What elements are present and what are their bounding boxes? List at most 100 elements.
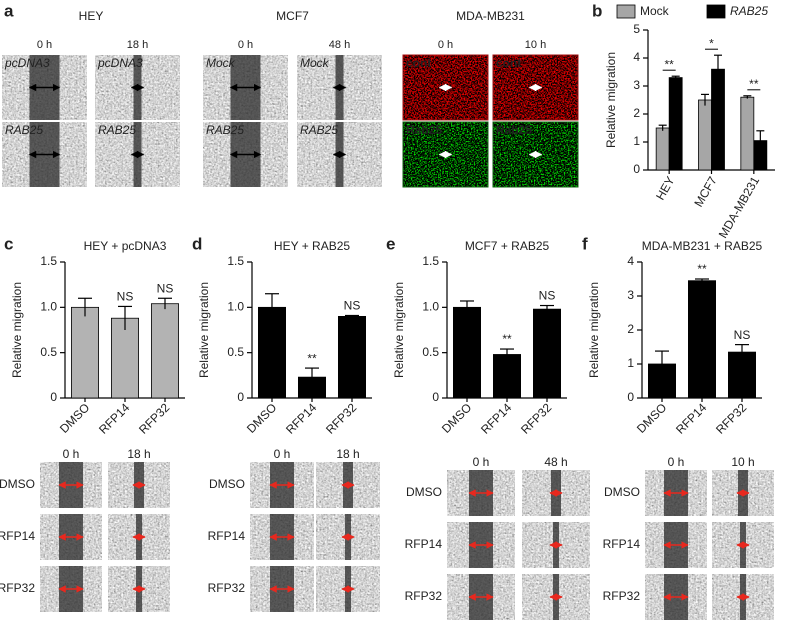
- y-tick-label: 0.5: [227, 345, 244, 359]
- y-tick-label: 1: [633, 134, 640, 148]
- image-label: Mock: [300, 56, 330, 70]
- time-label: 0 h: [438, 39, 453, 51]
- y-tick-label: 1: [627, 356, 634, 370]
- image-label: RAB25: [300, 123, 338, 137]
- group-title: HEY: [79, 9, 104, 23]
- y-axis-label: Relative migration: [392, 282, 406, 378]
- time-label: 0 h: [473, 455, 490, 469]
- significance-label: NS: [539, 289, 556, 303]
- time-label: 48 h: [329, 39, 350, 51]
- chart-title: HEY + pcDNA3: [84, 239, 167, 253]
- legend-swatch: [616, 4, 636, 19]
- y-tick-label: 1.5: [40, 254, 57, 268]
- y-tick-label: 1.0: [422, 300, 439, 314]
- significance-label: **: [749, 77, 759, 91]
- x-tick-label: MCF7: [691, 174, 720, 210]
- row-label: RFP32: [208, 581, 246, 595]
- image-label: RAB25: [5, 123, 43, 137]
- x-tick-label: RFP14: [283, 400, 320, 437]
- panel-label: c: [4, 234, 13, 253]
- y-tick-label: 0: [633, 162, 640, 176]
- legend-label: Mock: [640, 4, 670, 18]
- panel-label: a: [4, 1, 14, 20]
- y-tick-label: 0: [50, 390, 57, 404]
- micrograph-border: [492, 121, 579, 188]
- y-tick-label: 3: [633, 78, 640, 92]
- significance-label: NS: [344, 299, 361, 313]
- bar: [71, 306, 100, 399]
- chart-title: MDA-MB231 + RAB25: [642, 239, 763, 253]
- time-label: 18 h: [127, 39, 148, 51]
- panel-label: d: [192, 234, 202, 253]
- y-axis-label: Relative migration: [604, 52, 618, 148]
- significance-label: **: [502, 332, 512, 346]
- x-tick-label: RFP14: [96, 400, 133, 437]
- image-label: Rab25: [496, 123, 532, 137]
- x-tick-label: DMSO: [244, 400, 279, 435]
- significance-label: NS: [117, 290, 134, 304]
- bar: [150, 303, 179, 399]
- bar: [698, 99, 712, 171]
- row-label: RFP32: [0, 581, 35, 595]
- chart-title: MCF7 + RAB25: [465, 239, 550, 253]
- x-tick-label: HEY: [653, 174, 677, 202]
- panel-label: b: [592, 1, 602, 20]
- x-tick-label: RFP32: [323, 400, 360, 437]
- x-tick-label: DMSO: [57, 400, 92, 435]
- chart-title: HEY + RAB25: [274, 239, 350, 253]
- bar: [452, 306, 481, 399]
- bar: [688, 280, 717, 399]
- x-tick-label: MDA-MB231: [716, 174, 763, 241]
- x-tick-label: RFP14: [478, 400, 515, 437]
- y-tick-label: 1.0: [40, 300, 57, 314]
- time-label: 0 h: [238, 39, 253, 51]
- time-label: 10 h: [731, 455, 754, 469]
- panel-label: f: [582, 234, 588, 253]
- significance-label: NS: [157, 281, 174, 295]
- y-axis-label: Relative migration: [587, 282, 601, 378]
- row-label: RFP14: [405, 537, 443, 551]
- row-label: RFP14: [0, 529, 35, 543]
- bar: [728, 351, 757, 399]
- time-label: 18 h: [336, 447, 359, 461]
- row-label: RFP32: [603, 589, 641, 603]
- image-label: Rab25: [406, 123, 442, 137]
- y-tick-label: 0: [432, 390, 439, 404]
- image-label: RAB25: [98, 123, 136, 137]
- image-label: RAB25: [206, 123, 244, 137]
- bar: [655, 127, 670, 171]
- time-label: 0 h: [63, 447, 80, 461]
- panel-label: e: [386, 234, 395, 253]
- time-label: 0 h: [668, 455, 685, 469]
- micrograph-border: [402, 54, 489, 121]
- bar: [492, 354, 521, 399]
- significance-label: **: [697, 262, 707, 276]
- y-tick-label: 3: [627, 288, 634, 302]
- y-tick-label: 1.0: [227, 300, 244, 314]
- x-tick-label: RFP32: [713, 400, 750, 437]
- y-tick-label: 0: [627, 390, 634, 404]
- significance-label: **: [664, 57, 674, 71]
- y-tick-label: 2: [627, 322, 634, 336]
- x-tick-label: DMSO: [634, 400, 669, 435]
- time-label: 0 h: [37, 39, 52, 51]
- bar: [668, 77, 683, 171]
- time-label: 0 h: [274, 447, 291, 461]
- y-tick-label: 4: [627, 254, 634, 268]
- image-label: cont: [496, 56, 521, 70]
- bar: [740, 96, 755, 171]
- image-label: pcDNA3: [4, 56, 50, 70]
- significance-label: NS: [734, 328, 751, 342]
- row-label: RFP32: [405, 589, 443, 603]
- legend-swatch: [706, 4, 726, 19]
- significance-label: *: [709, 36, 714, 50]
- y-tick-label: 4: [633, 50, 640, 64]
- bar: [111, 317, 140, 399]
- x-tick-label: RFP32: [518, 400, 555, 437]
- bar: [257, 306, 286, 399]
- x-tick-label: DMSO: [439, 400, 474, 435]
- row-label: DMSO: [0, 477, 35, 491]
- row-label: DMSO: [406, 485, 442, 499]
- bar: [711, 68, 725, 171]
- legend-label: RAB25: [730, 4, 768, 18]
